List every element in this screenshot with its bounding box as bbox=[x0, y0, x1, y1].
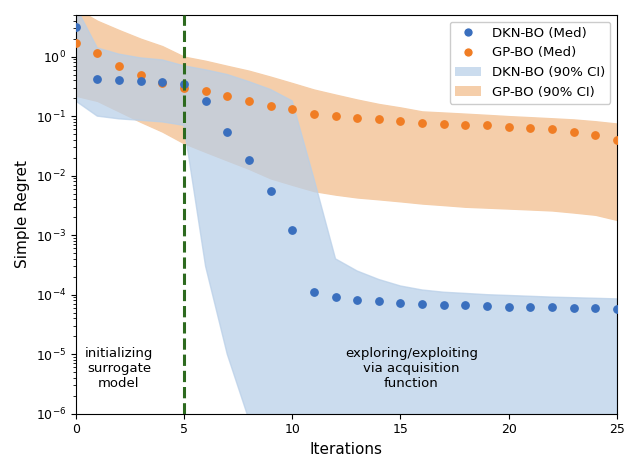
Point bbox=[287, 227, 298, 234]
Text: initializing
surrogate
model: initializing surrogate model bbox=[84, 347, 153, 390]
Y-axis label: Simple Regret: Simple Regret bbox=[15, 160, 30, 269]
X-axis label: Iterations: Iterations bbox=[310, 442, 383, 457]
Point bbox=[308, 110, 319, 118]
Point bbox=[525, 303, 536, 311]
Point bbox=[179, 81, 189, 88]
Point bbox=[157, 79, 168, 87]
Point bbox=[222, 128, 232, 135]
Legend: DKN-BO (Med), GP-BO (Med), DKN-BO (90% CI), GP-BO (90% CI): DKN-BO (Med), GP-BO (Med), DKN-BO (90% C… bbox=[450, 22, 611, 104]
Point bbox=[417, 300, 428, 308]
Point bbox=[547, 126, 557, 133]
Point bbox=[266, 187, 276, 195]
Point bbox=[330, 112, 340, 120]
Point bbox=[460, 121, 470, 128]
Point bbox=[287, 106, 298, 113]
Point bbox=[612, 305, 622, 312]
Point bbox=[460, 302, 470, 309]
Point bbox=[396, 118, 406, 125]
Point bbox=[612, 136, 622, 143]
Point bbox=[482, 303, 492, 310]
Point bbox=[266, 102, 276, 110]
Point bbox=[244, 157, 254, 164]
Point bbox=[504, 303, 514, 311]
Point bbox=[504, 123, 514, 131]
Point bbox=[352, 296, 362, 303]
Point bbox=[136, 71, 146, 78]
Point bbox=[568, 304, 579, 312]
Point bbox=[308, 288, 319, 296]
Point bbox=[114, 76, 124, 84]
Point bbox=[330, 294, 340, 301]
Point bbox=[114, 62, 124, 69]
Point bbox=[396, 299, 406, 307]
Point bbox=[525, 124, 536, 132]
Point bbox=[179, 84, 189, 92]
Point bbox=[200, 97, 211, 105]
Point bbox=[70, 23, 81, 30]
Point bbox=[547, 303, 557, 311]
Point bbox=[222, 92, 232, 100]
Point bbox=[200, 88, 211, 95]
Point bbox=[70, 39, 81, 47]
Text: exploring/exploiting
via acquisition
function: exploring/exploiting via acquisition fun… bbox=[345, 347, 478, 390]
Point bbox=[438, 120, 449, 127]
Point bbox=[92, 75, 102, 83]
Point bbox=[568, 128, 579, 135]
Point bbox=[136, 77, 146, 84]
Point bbox=[157, 78, 168, 86]
Point bbox=[244, 97, 254, 105]
Point bbox=[352, 115, 362, 122]
Point bbox=[590, 304, 600, 312]
Point bbox=[92, 49, 102, 57]
Point bbox=[374, 116, 384, 123]
Point bbox=[417, 119, 428, 126]
Point bbox=[590, 131, 600, 139]
Point bbox=[438, 301, 449, 308]
Point bbox=[374, 297, 384, 305]
Point bbox=[482, 122, 492, 129]
